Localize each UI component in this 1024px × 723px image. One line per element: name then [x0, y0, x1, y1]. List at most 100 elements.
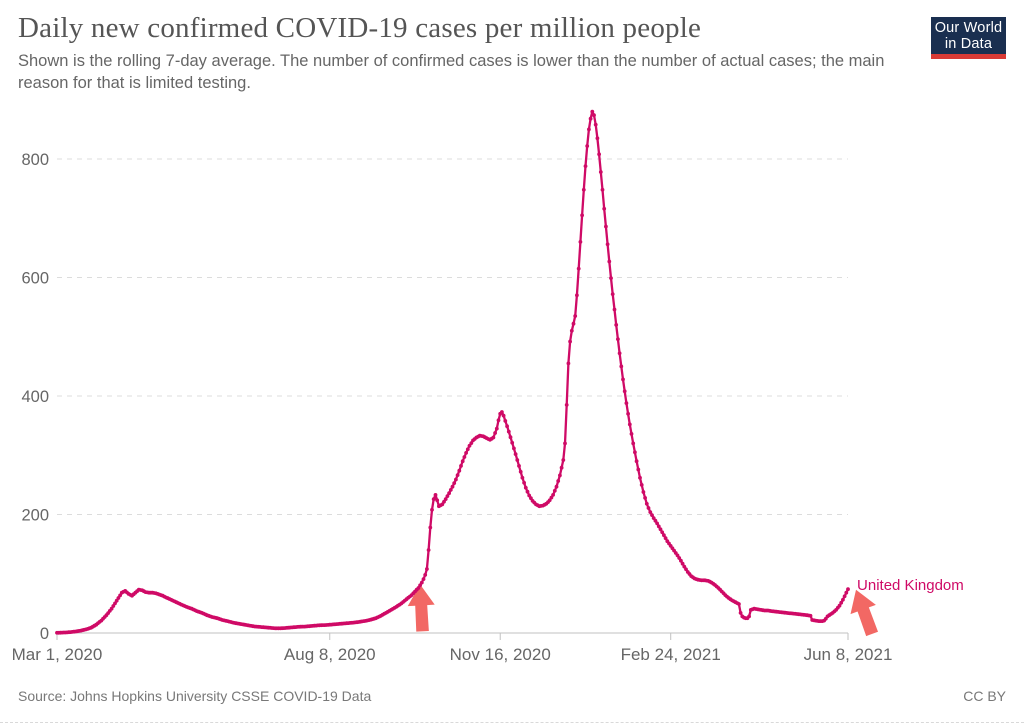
series-point[interactable]	[114, 598, 119, 603]
series-point[interactable]	[556, 479, 561, 483]
series-point[interactable]	[610, 292, 615, 296]
series-point[interactable]	[617, 351, 622, 356]
series-point[interactable]	[581, 187, 586, 192]
series-point[interactable]	[525, 489, 530, 494]
series-point[interactable]	[564, 403, 569, 407]
series-point[interactable]	[443, 497, 448, 501]
series-point[interactable]	[515, 458, 520, 462]
series-point[interactable]	[634, 459, 639, 464]
series-point[interactable]	[747, 614, 751, 619]
series-point[interactable]	[598, 170, 603, 174]
series-point[interactable]	[459, 464, 463, 468]
series-point[interactable]	[510, 440, 515, 445]
series-point[interactable]	[660, 530, 665, 535]
series-point[interactable]	[467, 443, 472, 448]
series-point[interactable]	[431, 497, 436, 501]
series-point[interactable]	[737, 602, 741, 606]
series-point[interactable]	[600, 187, 605, 192]
series-point[interactable]	[619, 364, 624, 369]
series-point[interactable]	[846, 587, 850, 592]
series-point[interactable]	[569, 328, 574, 333]
series-point[interactable]	[622, 389, 627, 394]
series-point[interactable]	[500, 410, 504, 414]
series-point[interactable]	[605, 242, 610, 247]
series-point[interactable]	[571, 321, 576, 326]
series-point[interactable]	[626, 411, 630, 416]
series-point[interactable]	[602, 206, 607, 211]
series-point[interactable]	[527, 493, 532, 498]
series-line[interactable]	[55, 110, 850, 634]
series-point[interactable]	[505, 424, 509, 429]
series-point[interactable]	[419, 580, 424, 585]
series-point[interactable]	[433, 493, 438, 497]
series-point[interactable]	[430, 507, 434, 512]
series-point[interactable]	[677, 556, 682, 560]
series-point[interactable]	[501, 413, 506, 418]
series-point[interactable]	[547, 498, 552, 503]
series-point[interactable]	[523, 485, 528, 490]
series-point[interactable]	[679, 558, 683, 563]
series-point[interactable]	[646, 506, 651, 510]
series-point[interactable]	[448, 488, 453, 492]
series-point[interactable]	[658, 527, 663, 532]
series-point[interactable]	[638, 475, 642, 480]
series-point[interactable]	[644, 501, 649, 506]
series-point[interactable]	[643, 496, 647, 500]
series-point[interactable]	[607, 259, 612, 264]
series-point[interactable]	[680, 561, 685, 566]
series-point[interactable]	[841, 597, 845, 602]
series-point[interactable]	[633, 450, 637, 455]
series-point[interactable]	[588, 116, 593, 121]
series-point[interactable]	[576, 266, 581, 271]
series-point[interactable]	[520, 475, 525, 480]
series-point[interactable]	[450, 484, 455, 489]
series-point[interactable]	[631, 441, 636, 446]
series-point[interactable]	[452, 481, 457, 485]
series-point[interactable]	[597, 152, 601, 157]
series-point[interactable]	[460, 459, 465, 464]
series-point[interactable]	[568, 339, 572, 344]
series-point[interactable]	[590, 109, 595, 114]
series-point[interactable]	[641, 490, 646, 494]
series-point[interactable]	[585, 144, 590, 148]
series-point[interactable]	[653, 518, 658, 523]
series-point[interactable]	[563, 441, 567, 446]
series-point[interactable]	[844, 590, 849, 595]
series-point[interactable]	[566, 361, 571, 366]
series-point[interactable]	[457, 468, 462, 473]
series-point[interactable]	[447, 491, 451, 496]
series-point[interactable]	[682, 564, 687, 569]
series-point[interactable]	[558, 473, 562, 478]
series-point[interactable]	[614, 323, 619, 327]
series-point[interactable]	[575, 293, 579, 298]
series-point[interactable]	[684, 567, 688, 572]
series-point[interactable]	[609, 276, 613, 280]
series-point[interactable]	[595, 136, 600, 141]
series-point[interactable]	[662, 533, 666, 538]
series-point[interactable]	[842, 594, 847, 599]
series-point[interactable]	[621, 377, 625, 382]
series-point[interactable]	[109, 606, 114, 611]
series-point[interactable]	[583, 164, 588, 169]
series-point[interactable]	[650, 513, 654, 517]
series-point[interactable]	[593, 122, 598, 127]
series-point[interactable]	[416, 586, 421, 590]
series-point[interactable]	[493, 431, 497, 435]
series-point[interactable]	[551, 493, 555, 497]
series-point[interactable]	[552, 488, 557, 493]
series-point[interactable]	[118, 593, 122, 598]
series-point[interactable]	[442, 499, 446, 504]
series-point[interactable]	[464, 451, 468, 455]
owid-logo[interactable]: Our World in Data	[931, 17, 1006, 59]
series-point[interactable]	[508, 435, 513, 440]
series-point[interactable]	[624, 401, 629, 405]
series-point[interactable]	[513, 452, 518, 456]
series-point[interactable]	[462, 455, 467, 459]
series-point[interactable]	[663, 536, 668, 541]
series-point[interactable]	[503, 419, 508, 423]
series-point[interactable]	[580, 213, 584, 218]
series-point[interactable]	[423, 573, 428, 577]
series-point[interactable]	[604, 224, 608, 229]
series-point[interactable]	[454, 477, 458, 482]
